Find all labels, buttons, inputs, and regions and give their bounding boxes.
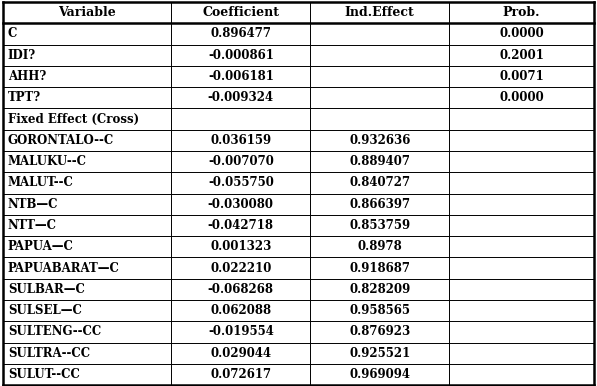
Text: -0.007070: -0.007070 bbox=[208, 155, 274, 168]
Text: 0.876923: 0.876923 bbox=[349, 325, 410, 339]
Text: Prob.: Prob. bbox=[503, 6, 540, 19]
Text: Variable: Variable bbox=[59, 6, 116, 19]
Text: AHH?: AHH? bbox=[8, 70, 46, 83]
Text: IDI?: IDI? bbox=[8, 49, 36, 62]
Text: PAPUABARAT—C: PAPUABARAT—C bbox=[8, 262, 119, 274]
Text: SULTENG--CC: SULTENG--CC bbox=[8, 325, 101, 339]
Text: 0.029044: 0.029044 bbox=[210, 347, 272, 360]
Text: -0.019554: -0.019554 bbox=[208, 325, 274, 339]
Text: 0.896477: 0.896477 bbox=[210, 27, 272, 41]
Text: -0.000861: -0.000861 bbox=[208, 49, 274, 62]
Text: 0.958565: 0.958565 bbox=[349, 304, 410, 317]
Text: 0.022210: 0.022210 bbox=[210, 262, 272, 274]
Text: NTB—C: NTB—C bbox=[8, 198, 59, 211]
Text: SULTRA--CC: SULTRA--CC bbox=[8, 347, 90, 360]
Text: Ind.Effect: Ind.Effect bbox=[345, 6, 415, 19]
Text: 0.0000: 0.0000 bbox=[499, 91, 544, 104]
Text: 0.062088: 0.062088 bbox=[210, 304, 272, 317]
Text: NTT—C: NTT—C bbox=[8, 219, 57, 232]
Text: 0.932636: 0.932636 bbox=[349, 134, 411, 147]
Text: -0.042718: -0.042718 bbox=[208, 219, 274, 232]
Text: 0.0000: 0.0000 bbox=[499, 27, 544, 41]
Text: GORONTALO--C: GORONTALO--C bbox=[8, 134, 114, 147]
Text: C: C bbox=[8, 27, 17, 41]
Text: 0.853759: 0.853759 bbox=[349, 219, 410, 232]
Text: 0.889407: 0.889407 bbox=[349, 155, 410, 168]
Text: -0.009324: -0.009324 bbox=[208, 91, 274, 104]
Text: 0.840727: 0.840727 bbox=[349, 176, 410, 190]
Text: PAPUA—C: PAPUA—C bbox=[8, 240, 73, 253]
Text: 0.036159: 0.036159 bbox=[210, 134, 272, 147]
Text: 0.8978: 0.8978 bbox=[358, 240, 402, 253]
Text: 0.072617: 0.072617 bbox=[210, 368, 272, 381]
Text: 0.918687: 0.918687 bbox=[349, 262, 410, 274]
Text: 0.866397: 0.866397 bbox=[349, 198, 410, 211]
Text: -0.055750: -0.055750 bbox=[208, 176, 274, 190]
Text: 0.828209: 0.828209 bbox=[349, 283, 410, 296]
Text: Coefficient: Coefficient bbox=[202, 6, 279, 19]
Text: SULSEL—C: SULSEL—C bbox=[8, 304, 82, 317]
Text: -0.068268: -0.068268 bbox=[208, 283, 274, 296]
Text: 0.969094: 0.969094 bbox=[349, 368, 410, 381]
Text: TPT?: TPT? bbox=[8, 91, 41, 104]
Text: 0.001323: 0.001323 bbox=[210, 240, 272, 253]
Text: -0.030080: -0.030080 bbox=[208, 198, 274, 211]
Text: Fixed Effect (Cross): Fixed Effect (Cross) bbox=[8, 113, 139, 125]
Text: 0.925521: 0.925521 bbox=[349, 347, 410, 360]
Text: 0.0071: 0.0071 bbox=[499, 70, 544, 83]
Text: SULBAR—C: SULBAR—C bbox=[8, 283, 85, 296]
Text: 0.2001: 0.2001 bbox=[499, 49, 544, 62]
Text: MALUT--C: MALUT--C bbox=[8, 176, 73, 190]
Text: -0.006181: -0.006181 bbox=[208, 70, 274, 83]
Text: MALUKU--C: MALUKU--C bbox=[8, 155, 87, 168]
Text: SULUT--CC: SULUT--CC bbox=[8, 368, 79, 381]
